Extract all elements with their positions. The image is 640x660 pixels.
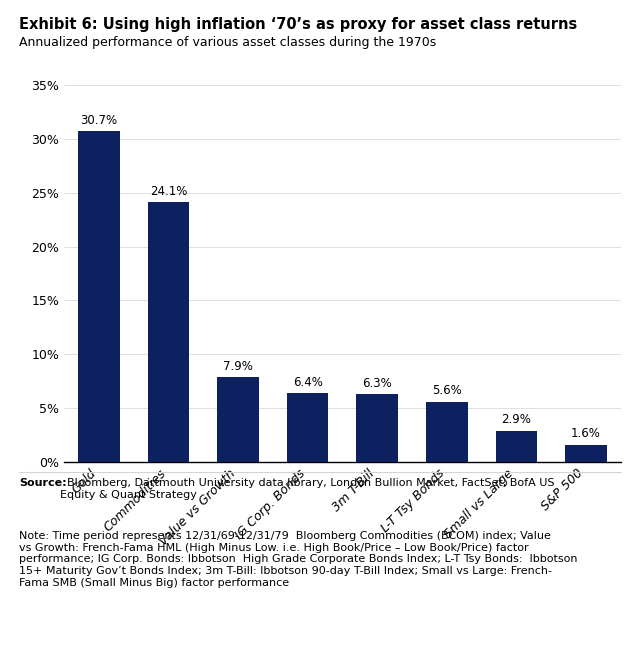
Text: 6.3%: 6.3% [362,377,392,390]
Bar [356,394,398,462]
Bar [495,431,538,462]
Text: 5.6%: 5.6% [432,384,461,397]
Text: 30.7%: 30.7% [80,114,117,127]
Bar [287,393,328,462]
Text: Exhibit 6: Using high inflation ‘70’s as proxy for asset class returns: Exhibit 6: Using high inflation ‘70’s as… [19,16,577,32]
Text: 6.4%: 6.4% [292,376,323,389]
Bar [78,131,120,462]
Bar [426,402,468,462]
Text: 24.1%: 24.1% [150,185,187,198]
Text: Bloomberg, Dartmouth University data library, London Bullion Market, FactSet, Bo: Bloomberg, Dartmouth University data lib… [60,478,554,500]
Bar [147,203,189,462]
Text: Source:: Source: [19,478,67,488]
Bar [565,445,607,462]
Bar [217,377,259,462]
Text: 1.6%: 1.6% [571,428,601,440]
Text: 2.9%: 2.9% [502,413,531,426]
Text: Note: Time period represents 12/31/69-12/31/79  Bloomberg Commodities (BCOM) ind: Note: Time period represents 12/31/69-12… [19,531,578,587]
Text: Annualized performance of various asset classes during the 1970s: Annualized performance of various asset … [19,36,436,49]
Text: 7.9%: 7.9% [223,360,253,373]
